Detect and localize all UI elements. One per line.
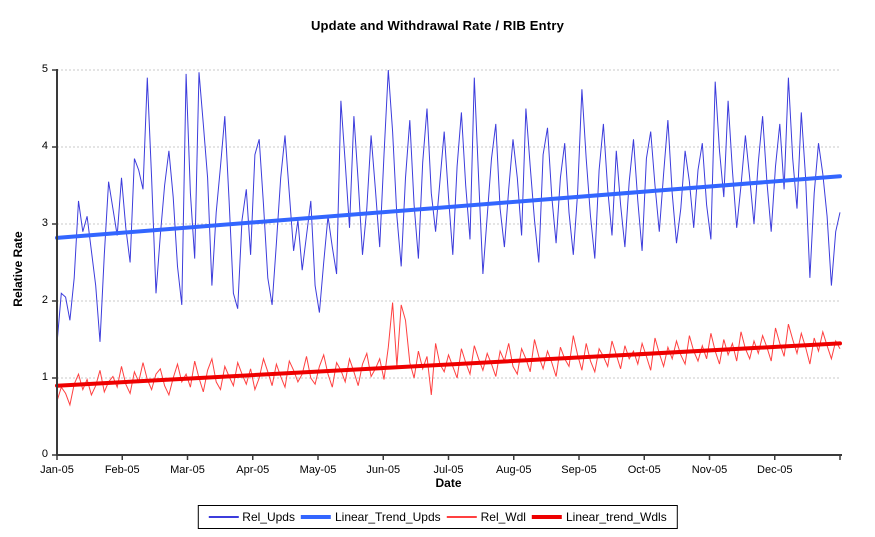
x-tick-label: Nov-05 bbox=[691, 464, 728, 476]
x-tick-label: May-05 bbox=[299, 464, 337, 476]
x-tick-label: Oct-05 bbox=[627, 464, 661, 476]
series-Linear_Trend_Upds bbox=[55, 174, 842, 240]
series-Rel_Wdl bbox=[56, 302, 841, 407]
x-tick-label: Mar-05 bbox=[170, 464, 205, 476]
legend-item-rel_wdl: Rel_Wdl bbox=[446, 510, 526, 524]
x-axis-title: Date bbox=[435, 476, 462, 490]
x-tick-label: Dec-05 bbox=[757, 464, 793, 476]
y-tick-label: 1 bbox=[41, 371, 48, 383]
x-tick-label: Aug-05 bbox=[496, 464, 532, 476]
legend-item-rel_upds: Rel_Upds bbox=[208, 510, 295, 524]
legend-line-sample bbox=[531, 515, 562, 519]
legend-line-sample bbox=[208, 516, 239, 518]
legend-line-sample bbox=[446, 516, 477, 518]
legend-item-linear_trend_wdls: Linear_trend_Wdls bbox=[531, 510, 667, 524]
legend-label: Linear_Trend_Upds bbox=[334, 510, 441, 524]
y-tick-label: 0 bbox=[41, 448, 48, 460]
y-tick-label: 2 bbox=[41, 294, 48, 306]
x-tick-label: Jan-05 bbox=[40, 464, 74, 476]
chart-title: Update and Withdrawal Rate / RIB Entry bbox=[310, 18, 565, 33]
x-tick-label: Apr-05 bbox=[236, 464, 270, 476]
legend-label: Linear_trend_Wdls bbox=[565, 510, 667, 524]
x-tick-label: Feb-05 bbox=[104, 464, 140, 476]
y-tick-label: 4 bbox=[41, 140, 48, 152]
series-Rel_Upds bbox=[56, 69, 841, 344]
y-tick-label: 3 bbox=[41, 217, 48, 229]
legend-label: Rel_Upds bbox=[242, 510, 295, 524]
x-tick-label: Jul-05 bbox=[433, 464, 464, 476]
x-tick-label: Sep-05 bbox=[561, 464, 597, 476]
x-tick-label: Jun-05 bbox=[366, 464, 401, 476]
legend: Rel_Upds Linear_Trend_Upds Rel_Wdl Linear_t… bbox=[197, 505, 678, 529]
legend-line-sample bbox=[300, 515, 331, 519]
legend-label: Rel_Wdl bbox=[480, 510, 526, 524]
legend-item-linear_trend_upds: Linear_Trend_Upds bbox=[300, 510, 441, 524]
series-Linear_trend_Wdls bbox=[55, 341, 842, 388]
y-axis-title: Relative Rate bbox=[11, 231, 25, 307]
y-tick-label: 5 bbox=[41, 63, 48, 75]
